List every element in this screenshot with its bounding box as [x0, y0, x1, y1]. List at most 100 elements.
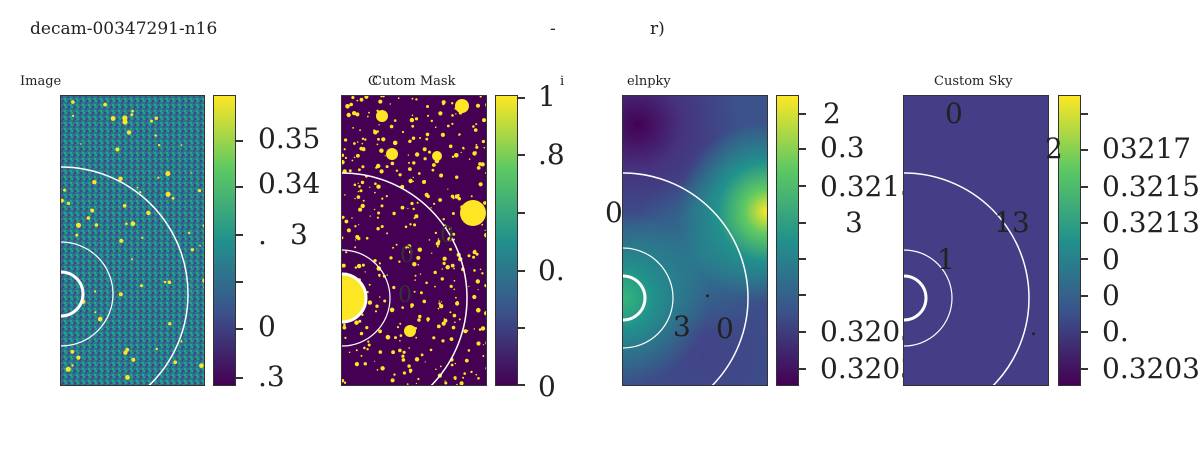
mask-pixel-speck [438, 302, 441, 305]
image-source-speck [94, 311, 97, 314]
mask-pixel-speck [454, 362, 457, 365]
mask-pixel-speck [485, 341, 486, 345]
mask-pixel-speck [419, 273, 422, 275]
image-source-speck [150, 119, 153, 123]
mask-pixel-speck [479, 96, 482, 98]
mask-pixel-speck [363, 346, 366, 350]
image-source-speck [146, 210, 151, 216]
mask-pixel-speck [354, 266, 357, 269]
mask-pixel-speck [436, 245, 439, 248]
colorbar-tick-mark [1081, 149, 1088, 151]
mask-pixel-speck [446, 124, 450, 128]
mask-pixel-speck [473, 328, 475, 330]
mask-pixel-speck [455, 175, 459, 179]
mask-pixel-speck [378, 350, 383, 354]
mask-pixel-speck [378, 262, 381, 265]
colorbar-tick-mark [1081, 113, 1088, 115]
mask-pixel-speck [424, 192, 429, 197]
colorbar-tick-label: 3 [845, 206, 863, 239]
mask-pixel-speck [475, 279, 480, 284]
mask-pixel-speck [475, 252, 479, 256]
panel-custom-sky-overlay-text: 1 [937, 243, 955, 276]
mask-pixel-speck [409, 250, 413, 254]
mask-pixel-speck [437, 238, 440, 240]
mask-pixel-speck [392, 246, 395, 249]
mask-pixel-speck [450, 194, 455, 198]
mask-pixel-speck [378, 124, 380, 126]
mask-pixel-speck [407, 364, 411, 368]
image-source-speck [103, 102, 107, 107]
panel-mask-overlay-text: 0 [400, 243, 414, 268]
colorbar-tick-mark [1081, 368, 1088, 370]
mask-pixel-speck [366, 115, 369, 118]
mask-pixel-speck [458, 133, 461, 136]
mask-pixel-speck [434, 285, 436, 288]
mask-pixel-speck [366, 291, 369, 294]
mask-pixel-speck [417, 264, 420, 266]
mask-pixel-speck [353, 156, 356, 159]
mask-pixel-speck [424, 361, 426, 363]
mask-pixel-speck [376, 184, 381, 189]
colorbar-tick-mark [518, 384, 525, 386]
mask-pixel-speck [472, 250, 477, 255]
image-source-speck [63, 188, 66, 192]
mask-pixel-speck [453, 288, 456, 291]
image-source-speck [71, 364, 74, 367]
mask-pixel-speck [411, 97, 414, 100]
mask-pixel-speck [380, 204, 384, 208]
mask-pixel-speck [385, 165, 389, 169]
mask-pixel-speck [366, 348, 369, 351]
mask-pixel-speck [380, 225, 384, 228]
mask-pixel-speck [389, 256, 393, 260]
mask-pixel-speck [385, 334, 391, 340]
mask-pixel-speck [376, 227, 380, 231]
panel-image-title: Image [20, 74, 62, 89]
mask-pixel-speck [356, 99, 359, 102]
mask-pixel-speck [475, 123, 478, 126]
mask-pixel-speck [411, 124, 415, 128]
mask-pixel-speck [430, 119, 433, 123]
mask-pixel-speck [352, 111, 357, 116]
colorbar-tick-label: 0.3203 [820, 352, 918, 385]
mask-pixel-speck [451, 212, 455, 215]
mask-pixel-speck [361, 142, 364, 145]
colorbar-tick-label: 03217 [1102, 132, 1192, 165]
mask-pixel-speck [416, 255, 421, 260]
mask-pixel-speck [415, 98, 418, 101]
panel-mask-corner-label: i [560, 74, 565, 89]
mask-pixel-speck [391, 350, 395, 355]
mask-pixel-speck [375, 304, 379, 308]
mask-pixel-speck [455, 113, 457, 115]
mask-pixel-speck [395, 243, 398, 246]
colorbar-tick-label: .3 [258, 360, 285, 393]
image-source-speck [94, 290, 97, 293]
panel-custom-sky-colorbar [1058, 95, 1081, 386]
image-source-speck [92, 180, 97, 185]
mask-pixel-speck [377, 211, 381, 215]
mask-pixel-speck [397, 97, 400, 99]
mask-pixel-speck [454, 321, 456, 323]
image-source-speck [165, 171, 171, 177]
mask-pixel-speck [466, 329, 469, 332]
mask-pixel-speck [363, 362, 367, 366]
mask-pixel-speck [452, 232, 456, 236]
mask-pixel-speck [343, 381, 347, 384]
mask-pixel-speck [378, 99, 383, 104]
mask-pixel-speck [426, 105, 429, 108]
image-source-speck [163, 280, 167, 284]
colorbar-tick-label: . [258, 218, 267, 251]
mask-pixel-speck [359, 97, 364, 102]
mask-pixel-speck [401, 130, 405, 134]
mask-pixel-speck [367, 340, 370, 343]
colorbar-tick-label: 0 [258, 310, 276, 343]
mask-pixel-speck [464, 358, 469, 363]
mask-pixel-speck [385, 195, 388, 198]
mask-pixel-speck [462, 147, 465, 150]
mask-pixel-speck [380, 96, 383, 98]
mask-pixel-speck [345, 251, 348, 254]
mask-pixel-speck [444, 380, 446, 382]
mask-pixel-speck [361, 263, 365, 267]
colorbar-tick-mark [518, 212, 525, 214]
image-source-speck [202, 224, 204, 227]
mask-pixel-speck [393, 119, 397, 122]
